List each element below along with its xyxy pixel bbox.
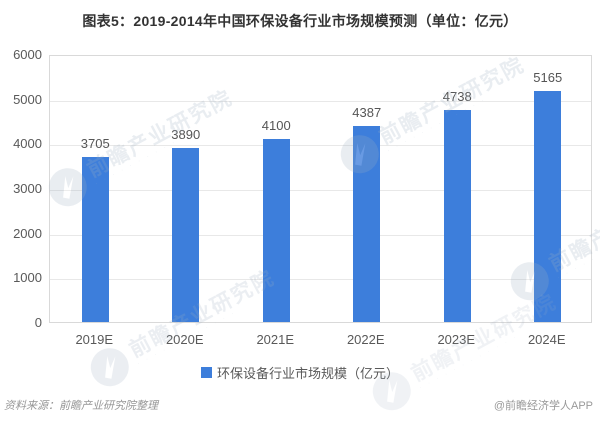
plot-area: 3705 3890 4100 4387 4738 5165: [49, 55, 592, 323]
credit-note: @前瞻经济学人APP: [493, 400, 593, 412]
bar: [262, 138, 290, 322]
bar-value-label: 3890: [171, 127, 201, 143]
source-note: 资料来源：前瞻产业研究院整理: [4, 400, 158, 412]
y-tick-label: 3000: [13, 181, 42, 196]
bar-value-label: 3705: [80, 135, 110, 151]
y-tick-label: 0: [34, 315, 42, 330]
bar: [534, 91, 562, 322]
y-tick-label: 4000: [13, 136, 42, 152]
x-axis: 2019E 2020E 2021E 2022E 2023E 2024E: [49, 332, 592, 347]
chart-title: 图表5：2019-2014年中国环保设备行业市场规模预测（单位：亿元）: [82, 13, 518, 29]
x-tick-label: 2021E: [256, 332, 295, 347]
bar-value-label: 4387: [352, 105, 382, 121]
y-tick-label: 2000: [13, 225, 42, 241]
y-tick-label: 6000: [13, 47, 42, 62]
bar-value-label: 4738: [442, 89, 472, 105]
gridline: [50, 190, 591, 191]
x-tick-label: 2024E: [527, 332, 566, 347]
bar: [172, 148, 200, 322]
bar: [443, 110, 471, 322]
gridline: [50, 279, 591, 281]
bar-value-label: 5165: [533, 70, 563, 86]
legend: 环保设备行业市场规模（亿元）: [0, 363, 600, 382]
x-tick-label: 2023E: [437, 332, 476, 347]
x-tick-label: 2019E: [75, 332, 114, 347]
legend-swatch-icon: [200, 367, 212, 378]
bar: [353, 126, 381, 322]
gridline: [50, 145, 591, 147]
gridline: [50, 234, 591, 236]
x-tick-label: 2022E: [346, 332, 385, 347]
x-tick-label: 2020E: [165, 332, 204, 347]
gridline: [50, 100, 591, 102]
bar-value-label: 4100: [261, 117, 291, 133]
legend-label: 环保设备行业市场规模（亿元）: [216, 366, 399, 381]
y-tick-label: 1000: [13, 270, 42, 286]
bar: [81, 156, 109, 322]
y-tick-label: 5000: [13, 91, 42, 107]
